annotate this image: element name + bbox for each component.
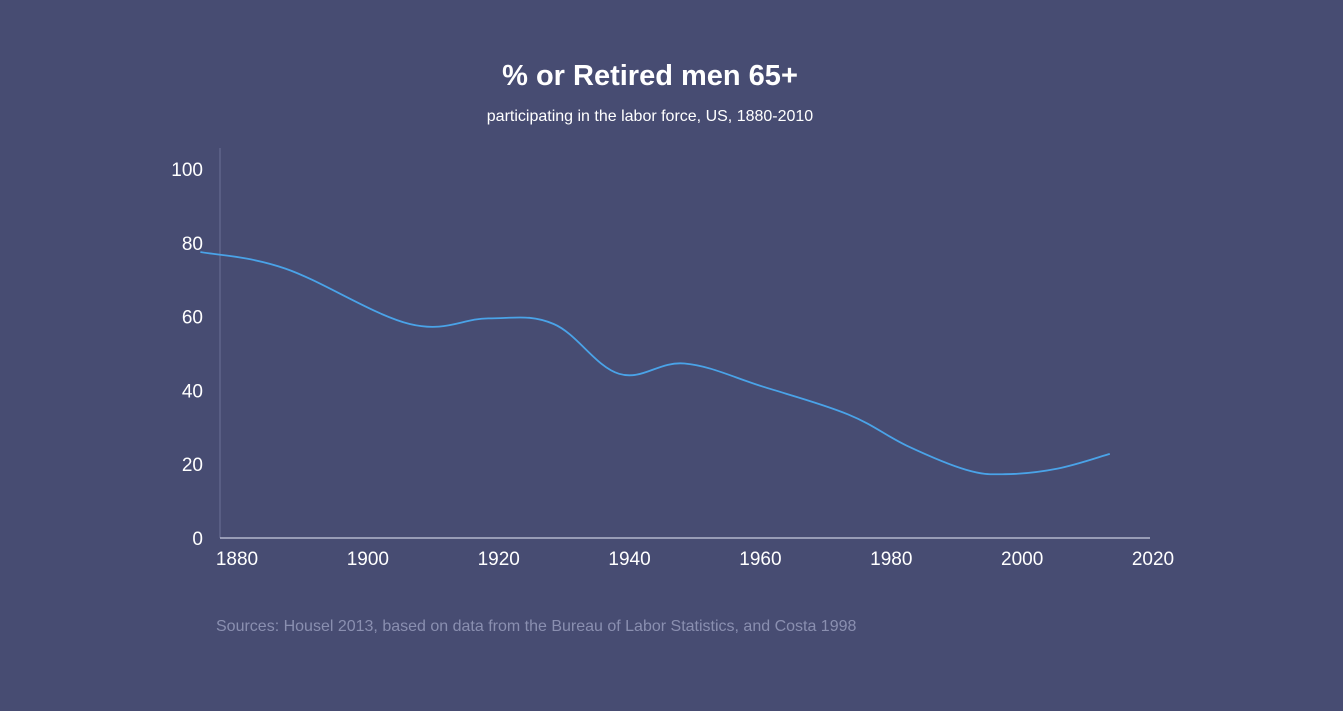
chart-title: % or Retired men 65+ bbox=[502, 60, 798, 92]
y-tick-label: 100 bbox=[171, 160, 203, 181]
y-tick-labels: 0 20 40 60 80 100 bbox=[171, 160, 203, 550]
x-tick-label: 1940 bbox=[608, 549, 650, 570]
y-tick-label: 20 bbox=[182, 455, 203, 476]
x-tick-label: 2000 bbox=[1001, 549, 1043, 570]
y-tick-label: 60 bbox=[182, 308, 203, 329]
x-tick-label: 1980 bbox=[870, 549, 912, 570]
x-tick-label: 1960 bbox=[739, 549, 781, 570]
series-line bbox=[200, 251, 1111, 476]
y-tick-label: 80 bbox=[182, 234, 203, 255]
x-tick-label: 2020 bbox=[1132, 549, 1174, 570]
chart-subtitle: participating in the labor force, US, 18… bbox=[486, 108, 814, 125]
x-tick-label: 1900 bbox=[347, 549, 389, 570]
x-tick-labels: 1880 1900 1920 1940 1960 1980 2000 2020 bbox=[216, 549, 1174, 570]
x-tick-label: 1880 bbox=[216, 549, 258, 570]
y-tick-label: 0 bbox=[192, 529, 203, 550]
y-tick-label: 40 bbox=[182, 381, 203, 402]
source-note: Sources: Housel 2013, based on data from… bbox=[216, 618, 857, 635]
x-tick-label: 1920 bbox=[478, 549, 520, 570]
